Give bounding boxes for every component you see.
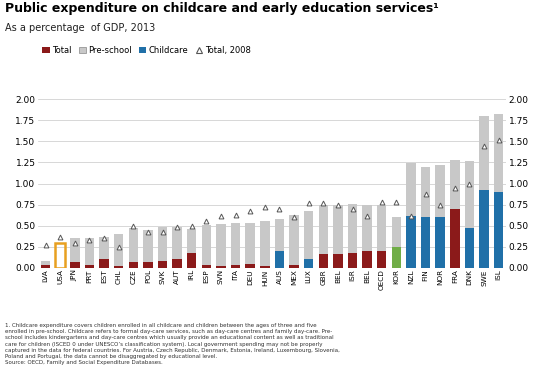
Bar bbox=[100, 237, 109, 259]
Bar bbox=[55, 243, 65, 268]
Bar bbox=[187, 253, 196, 268]
Bar bbox=[216, 224, 226, 266]
Bar bbox=[348, 204, 357, 253]
Bar bbox=[85, 265, 94, 268]
Text: 1. Childcare expenditure covers children enrolled in all childcare and children : 1. Childcare expenditure covers children… bbox=[5, 323, 340, 365]
Bar bbox=[333, 205, 342, 254]
Bar bbox=[172, 228, 182, 259]
Bar bbox=[333, 254, 342, 268]
Bar bbox=[158, 228, 167, 261]
Bar bbox=[392, 247, 401, 268]
Bar bbox=[202, 265, 211, 268]
Bar bbox=[114, 234, 124, 266]
Text: As a percentage  of GDP, 2013: As a percentage of GDP, 2013 bbox=[5, 23, 156, 33]
Bar bbox=[377, 251, 387, 268]
Bar bbox=[41, 265, 50, 268]
Bar bbox=[421, 167, 430, 217]
Bar bbox=[494, 114, 503, 192]
Bar bbox=[362, 205, 372, 251]
Bar bbox=[377, 205, 387, 251]
Bar bbox=[216, 266, 226, 268]
Bar bbox=[202, 225, 211, 265]
Bar bbox=[231, 223, 240, 265]
Bar bbox=[129, 228, 138, 262]
Bar bbox=[318, 254, 328, 268]
Bar bbox=[406, 163, 416, 215]
Bar bbox=[435, 165, 445, 217]
Bar bbox=[479, 190, 489, 268]
Text: Public expenditure on childcare and early education services¹: Public expenditure on childcare and earl… bbox=[5, 2, 439, 15]
Bar bbox=[392, 217, 401, 247]
Bar bbox=[450, 209, 459, 268]
Bar bbox=[85, 237, 94, 265]
Bar bbox=[435, 217, 445, 268]
Bar bbox=[362, 251, 372, 268]
Bar bbox=[260, 266, 270, 268]
Bar bbox=[304, 259, 313, 268]
Bar bbox=[70, 239, 79, 262]
Bar bbox=[129, 262, 138, 268]
Bar bbox=[41, 261, 50, 265]
Bar bbox=[450, 160, 459, 209]
Bar bbox=[158, 261, 167, 268]
Bar bbox=[348, 253, 357, 268]
Bar bbox=[187, 229, 196, 253]
Bar bbox=[172, 259, 182, 268]
Bar bbox=[479, 116, 489, 190]
Bar bbox=[465, 161, 474, 228]
Bar bbox=[100, 259, 109, 268]
Bar bbox=[289, 215, 299, 265]
Bar bbox=[70, 262, 79, 268]
Bar bbox=[421, 217, 430, 268]
Bar bbox=[246, 264, 255, 268]
Bar bbox=[114, 266, 124, 268]
Bar bbox=[275, 251, 284, 268]
Bar bbox=[304, 211, 313, 259]
Legend: Total, Pre-school, Childcare, Total, 2008: Total, Pre-school, Childcare, Total, 200… bbox=[43, 46, 251, 55]
Bar bbox=[143, 262, 153, 268]
Bar bbox=[289, 265, 299, 268]
Bar bbox=[465, 228, 474, 268]
Bar bbox=[318, 205, 328, 254]
Bar bbox=[494, 192, 503, 268]
Bar bbox=[406, 215, 416, 268]
Bar bbox=[231, 265, 240, 268]
Bar bbox=[275, 219, 284, 251]
Bar bbox=[143, 230, 153, 262]
Bar bbox=[246, 223, 255, 264]
Bar bbox=[260, 222, 270, 266]
